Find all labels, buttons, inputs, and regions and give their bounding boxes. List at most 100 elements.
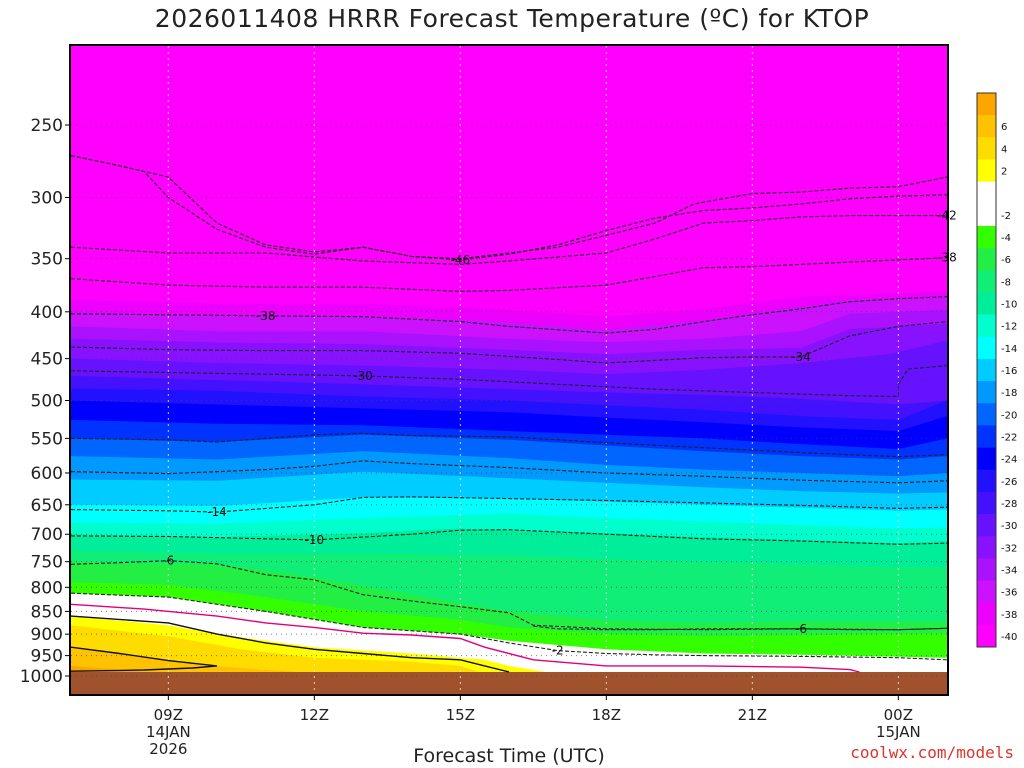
y-tick-label: 550 bbox=[31, 429, 63, 449]
colorbar-label: -12 bbox=[1001, 322, 1017, 333]
colorbar-label: -18 bbox=[1001, 388, 1017, 399]
colorbar-swatch bbox=[977, 558, 996, 581]
colorbar-swatch bbox=[977, 602, 996, 626]
isotherm-line bbox=[70, 603, 860, 673]
colorbar-label: -20 bbox=[1001, 410, 1017, 421]
colorbar-swatch bbox=[977, 536, 996, 559]
colorbar-label: 4 bbox=[1001, 144, 1007, 155]
colorbar-swatch bbox=[977, 425, 996, 448]
isotherm-label: -38 bbox=[256, 309, 276, 323]
ground-surface bbox=[71, 672, 947, 694]
isotherm-line bbox=[70, 257, 948, 292]
colorbar-label: 6 bbox=[1001, 122, 1007, 133]
isotherm-line bbox=[70, 560, 948, 631]
colorbar-swatch bbox=[977, 491, 996, 515]
colorbar-swatch bbox=[977, 292, 996, 315]
colorbar-swatch bbox=[977, 203, 996, 227]
colorbar-swatch bbox=[977, 93, 996, 116]
colorbar: 6 4 2 -2 -4 -6 -8 -10 -12 -14 -16 -18 -20 -22 -24 -26 -2… bbox=[976, 92, 1017, 648]
y-axis-ticks: 250 300 350 400 450 500 550 600 650 700 750 800 850 9… bbox=[20, 116, 71, 687]
isotherm-line bbox=[70, 296, 948, 334]
colorbar-label: -22 bbox=[1001, 432, 1017, 443]
colorbar-label: -30 bbox=[1001, 521, 1017, 532]
isotherm-line bbox=[70, 646, 218, 672]
colorbar-label: -26 bbox=[1001, 477, 1017, 488]
colorbar-label: -40 bbox=[1001, 632, 1017, 643]
x-tick-label: 18Z bbox=[592, 706, 621, 724]
y-tick-label: 450 bbox=[31, 350, 63, 370]
isotherm-line bbox=[70, 615, 510, 673]
colorbar-label: 2 bbox=[1001, 167, 1007, 178]
isotherm-label: -46 bbox=[451, 253, 471, 267]
colorbar-frame bbox=[976, 92, 997, 648]
y-tick-label: 700 bbox=[31, 525, 63, 545]
x-tick-label: 21Z bbox=[738, 706, 767, 724]
y-tick-label: 750 bbox=[31, 553, 63, 573]
isotherm-contours: -46-42-38-38-34-30-14-10-6-6-2 bbox=[70, 155, 957, 673]
colorbar-label: -24 bbox=[1001, 455, 1017, 466]
colorbar-label: -34 bbox=[1001, 565, 1017, 576]
colorbar-swatch bbox=[977, 248, 996, 271]
isotherm-line bbox=[70, 155, 948, 260]
colorbar-swatch bbox=[977, 181, 996, 205]
isotherm-line bbox=[70, 496, 948, 513]
colorbar-swatch bbox=[977, 270, 996, 293]
isotherm-line bbox=[70, 529, 948, 545]
isotherm-line bbox=[70, 321, 948, 364]
y-tick-label: 650 bbox=[31, 496, 63, 516]
x-tick-label: 09Z bbox=[154, 706, 183, 724]
y-tick-label: 900 bbox=[31, 625, 63, 645]
temperature-bands bbox=[71, 46, 947, 694]
x-tick-label: 00Z bbox=[884, 706, 913, 724]
colorbar-label: -4 bbox=[1001, 233, 1011, 244]
y-tick-label: 800 bbox=[31, 578, 63, 598]
colorbar-swatch bbox=[977, 469, 996, 493]
y-tick-label: 350 bbox=[31, 250, 63, 270]
colorbar-swatch bbox=[977, 137, 996, 160]
colorbar-swatch bbox=[977, 159, 996, 182]
plot-frame bbox=[69, 44, 949, 696]
colorbar-swatch bbox=[977, 225, 996, 249]
y-tick-label: 500 bbox=[31, 392, 63, 412]
y-tick-label: 300 bbox=[31, 188, 63, 208]
y-tick-label: 600 bbox=[31, 464, 63, 484]
x-tick-label: 12Z bbox=[300, 706, 329, 724]
colorbar-label: -16 bbox=[1001, 366, 1017, 377]
isotherm-line bbox=[70, 155, 948, 261]
x-tick-date: 15JAN bbox=[876, 723, 921, 741]
y-tick-label: 400 bbox=[31, 303, 63, 323]
colorbar-label: -32 bbox=[1001, 543, 1017, 554]
colorbar-label: -36 bbox=[1001, 588, 1017, 599]
isotherm-line bbox=[533, 625, 948, 631]
ground-layer bbox=[71, 672, 947, 694]
isotherm-label: -6 bbox=[795, 622, 807, 636]
y-tick-label: 850 bbox=[31, 602, 63, 622]
colorbar-label: -10 bbox=[1001, 300, 1017, 311]
colorbar-label: -6 bbox=[1001, 255, 1011, 266]
isotherm-line bbox=[70, 365, 948, 398]
colorbar-swatch bbox=[977, 358, 996, 382]
colorbar-swatch bbox=[977, 580, 996, 603]
colorbar-label: -28 bbox=[1001, 499, 1017, 510]
colorbar-swatch bbox=[977, 381, 996, 404]
isotherm-label: -14 bbox=[207, 505, 227, 519]
y-tick-label: 950 bbox=[31, 647, 63, 667]
x-tick-label: 15Z bbox=[446, 706, 475, 724]
colorbar-swatch bbox=[977, 336, 996, 360]
x-tick-date: 14JAN bbox=[146, 723, 191, 741]
y-tick-label: 250 bbox=[31, 116, 63, 136]
colorbar-swatch bbox=[977, 115, 996, 138]
isotherm-label: -34 bbox=[791, 350, 811, 364]
colorbar-label: -8 bbox=[1001, 277, 1011, 288]
y-tick-label: 1000 bbox=[20, 667, 63, 687]
source-credit: coolwx.com/models bbox=[850, 743, 1014, 762]
colorbar-swatch bbox=[977, 403, 996, 426]
isotherm-label: -10 bbox=[305, 533, 325, 547]
isotherm-label: -30 bbox=[353, 369, 373, 383]
colorbar-label: -38 bbox=[1001, 610, 1017, 621]
colorbar-swatch bbox=[977, 447, 996, 471]
colorbar-swatch bbox=[977, 514, 996, 537]
isotherm-label: -6 bbox=[162, 554, 174, 568]
